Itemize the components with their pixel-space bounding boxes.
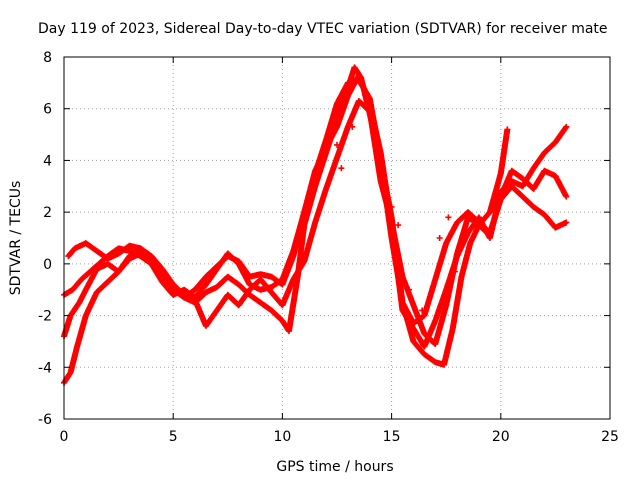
- x-tick-label: 10: [273, 429, 291, 445]
- chart-title: Day 119 of 2023, Sidereal Day-to-day VTE…: [38, 21, 608, 37]
- data-point: [406, 286, 413, 293]
- data-point: [563, 123, 570, 130]
- series-scattered: [334, 123, 458, 314]
- y-tick-label: -6: [38, 412, 52, 428]
- data-point: [338, 165, 345, 172]
- data-point: [436, 235, 443, 241]
- data-point: [445, 214, 452, 221]
- y-tick-label: 4: [43, 153, 52, 169]
- data-point: [349, 123, 356, 130]
- x-tick-label: 5: [169, 429, 178, 445]
- data-point: [504, 126, 511, 133]
- x-tick-label: 15: [383, 429, 401, 445]
- data-point: [334, 141, 340, 148]
- plot-frame: [63, 56, 611, 420]
- x-tick-labels: 0 5 10 15 20 25: [60, 429, 619, 445]
- y-axis-label: SDTVAR / TECUs: [8, 181, 24, 296]
- series-trace-2: [61, 72, 570, 350]
- data-point: [395, 222, 402, 229]
- y-tick-label: -2: [38, 309, 52, 325]
- data-point: [563, 193, 570, 200]
- data-point: [451, 268, 458, 275]
- y-tick-label: 2: [43, 205, 52, 221]
- x-tick-label: 0: [60, 429, 69, 445]
- data-markers: [61, 64, 570, 386]
- data-point: [419, 307, 426, 314]
- axis-ticks: [63, 56, 611, 420]
- series-trace-1: [61, 64, 511, 386]
- y-tick-label: 8: [43, 50, 52, 66]
- y-tick-label: 0: [43, 257, 52, 273]
- data-point: [388, 203, 395, 210]
- y-tick-labels: -6 -4 -2 0 2 4 6 8: [38, 50, 52, 428]
- data-point: [563, 219, 570, 226]
- y-tick-label: 6: [43, 102, 52, 118]
- series-trace-4: [65, 97, 570, 348]
- x-tick-label: 25: [601, 429, 619, 445]
- x-axis-label: GPS time / hours: [276, 459, 393, 475]
- x-tick-label: 20: [492, 429, 510, 445]
- y-tick-label: -4: [38, 360, 52, 376]
